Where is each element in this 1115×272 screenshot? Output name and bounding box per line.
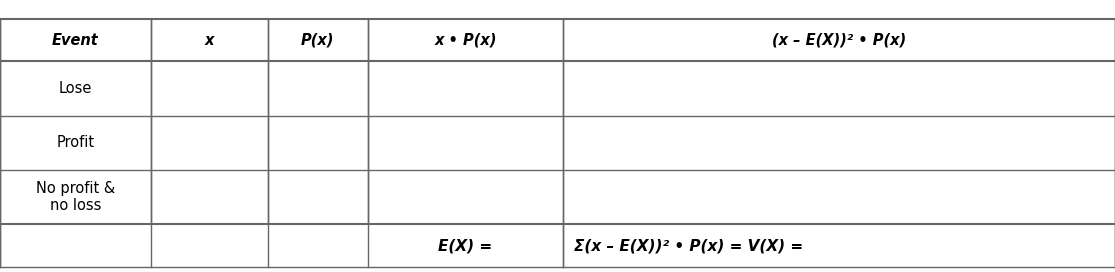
Text: Lose: Lose bbox=[59, 81, 91, 96]
Text: E(X) =: E(X) = bbox=[438, 238, 493, 253]
Text: x: x bbox=[204, 33, 214, 48]
Text: Profit: Profit bbox=[56, 135, 95, 150]
Text: Σ(x – E(X))² • P(x) = V(X) =: Σ(x – E(X))² • P(x) = V(X) = bbox=[574, 238, 803, 253]
Text: No profit &
no loss: No profit & no loss bbox=[36, 181, 115, 214]
Text: P(x): P(x) bbox=[301, 33, 334, 48]
Text: Event: Event bbox=[52, 33, 98, 48]
Text: x • P(x): x • P(x) bbox=[435, 33, 496, 48]
Text: (x – E(X))² • P(x): (x – E(X))² • P(x) bbox=[772, 33, 906, 48]
